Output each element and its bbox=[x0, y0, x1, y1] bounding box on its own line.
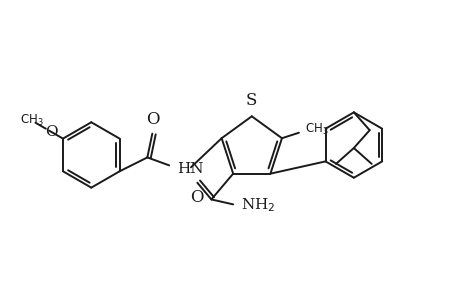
Text: O: O bbox=[146, 111, 160, 128]
Text: NH$_2$: NH$_2$ bbox=[241, 196, 275, 214]
Text: O: O bbox=[190, 189, 204, 206]
Text: HN: HN bbox=[177, 162, 203, 176]
Text: O: O bbox=[45, 125, 57, 139]
Text: CH$_3$: CH$_3$ bbox=[20, 113, 44, 128]
Text: CH$_3$: CH$_3$ bbox=[304, 122, 328, 137]
Text: S: S bbox=[246, 92, 257, 110]
